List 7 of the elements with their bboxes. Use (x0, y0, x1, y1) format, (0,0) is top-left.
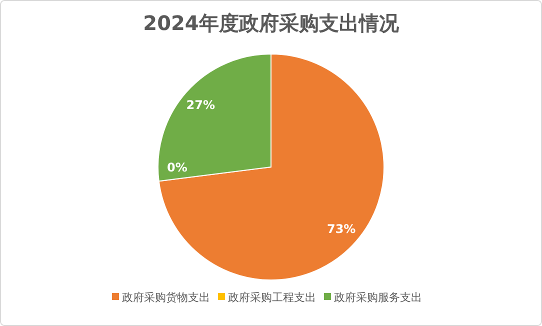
legend-label: 政府采购服务支出 (334, 291, 422, 304)
legend-label: 政府采购货物支出 (122, 291, 210, 304)
text: 0% (167, 160, 188, 175)
data-label: 73% (326, 222, 356, 236)
chart-title: 2024年度政府采购支出情况 (143, 11, 400, 35)
data-label: 27% (186, 98, 216, 112)
legend-label: 政府采购工程支出 (228, 291, 316, 304)
